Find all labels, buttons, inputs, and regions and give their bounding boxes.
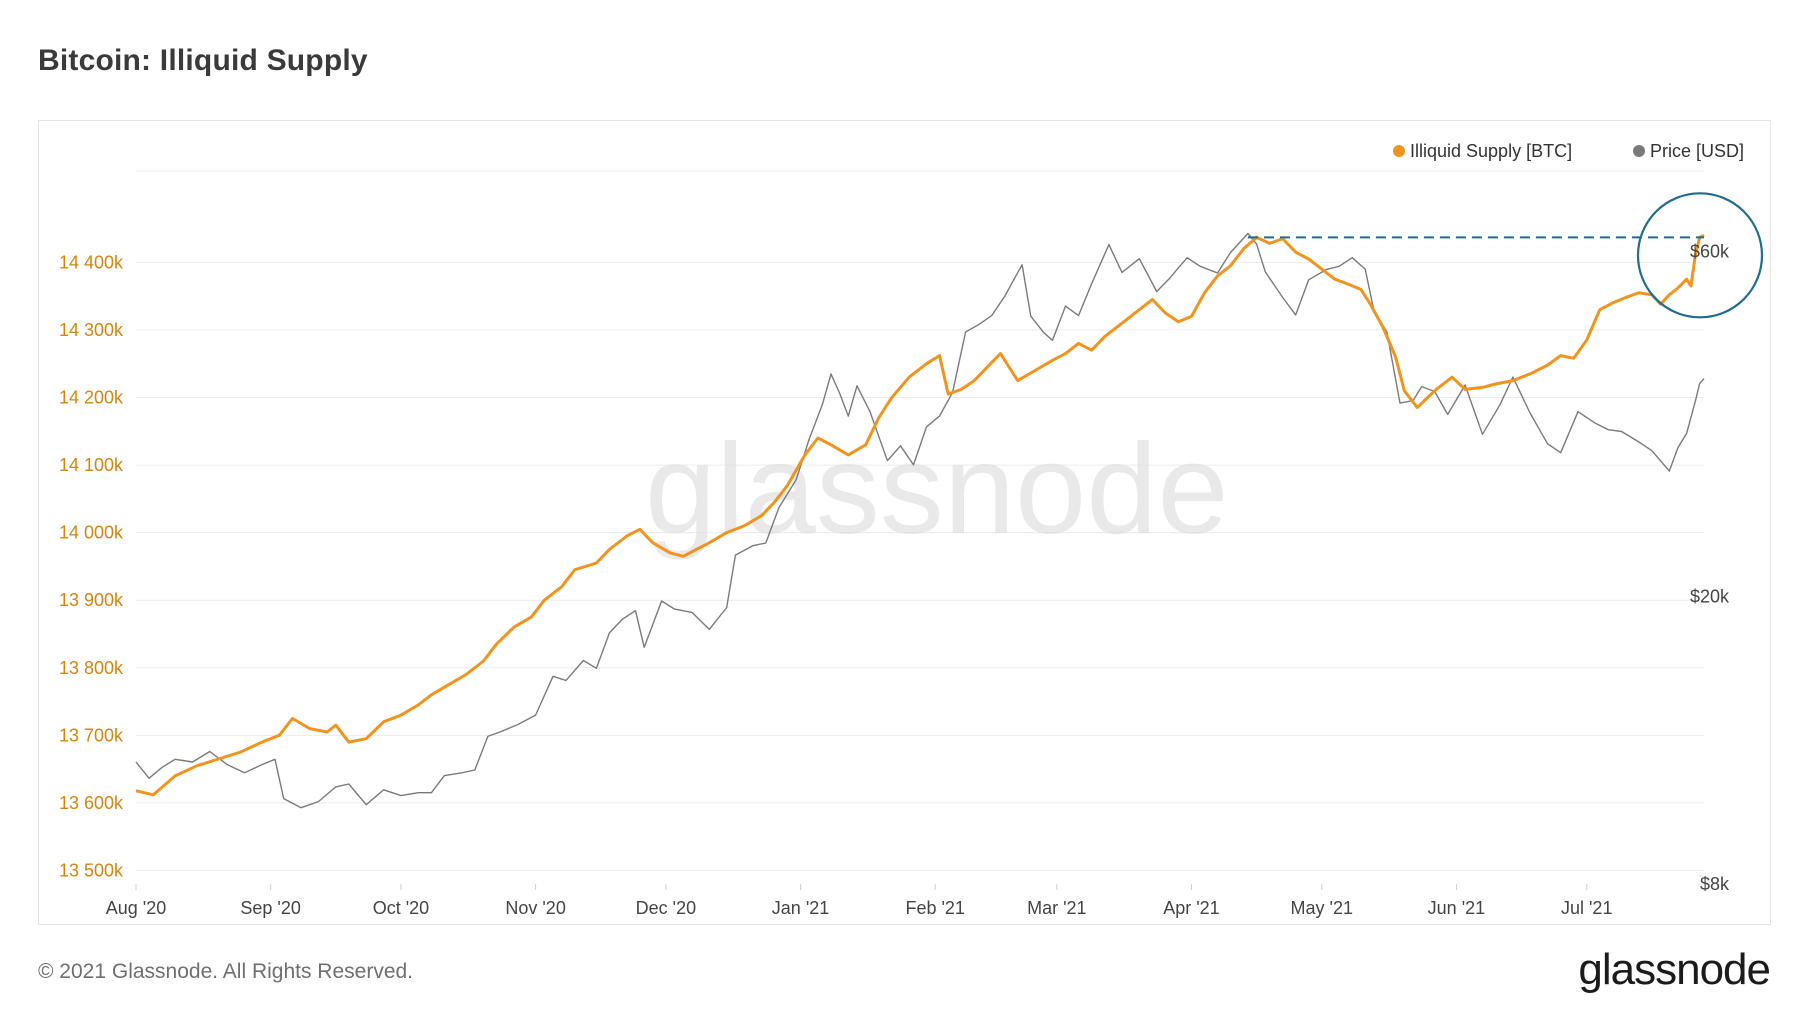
price-line bbox=[135, 232, 1705, 809]
legend-label-price: Price [USD] bbox=[1650, 141, 1744, 161]
x-axis-tick-label: Jul '21 bbox=[1561, 898, 1612, 918]
x-axis-tick-label: Mar '21 bbox=[1027, 898, 1086, 918]
left-axis-tick-label: 13 500k bbox=[59, 860, 124, 880]
left-axis: 13 500k 13 600k 13 700k 13 800k 13 900k 14 00… bbox=[59, 252, 124, 880]
price-series bbox=[135, 232, 1705, 809]
page-title: Bitcoin: Illiquid Supply bbox=[38, 44, 368, 77]
right-axis-tick-label: $8k bbox=[1700, 874, 1730, 894]
illiquid-supply-line bbox=[135, 233, 1705, 797]
legend-dot-illiquid-supply bbox=[1393, 145, 1405, 157]
x-axis-tick-label: Oct '20 bbox=[373, 898, 429, 918]
watermark: glassnode bbox=[645, 418, 1229, 561]
legend-label-illiquid-supply: Illiquid Supply [BTC] bbox=[1410, 141, 1572, 161]
legend: Illiquid Supply [BTC] Price [USD] bbox=[1393, 141, 1744, 161]
left-axis-tick-label: 13 700k bbox=[59, 725, 124, 745]
right-axis-tick-label: $20k bbox=[1690, 586, 1730, 606]
grid-lines bbox=[136, 170, 1704, 871]
legend-item-illiquid-supply[interactable]: Illiquid Supply [BTC] bbox=[1393, 141, 1572, 161]
left-axis-tick-label: 14 300k bbox=[59, 320, 124, 340]
illiquid-supply-series bbox=[135, 233, 1705, 797]
x-axis-tick-label: Nov '20 bbox=[505, 898, 565, 918]
x-axis-tick-label: Sep '20 bbox=[240, 898, 301, 918]
x-axis-tick-label: Jan '21 bbox=[772, 898, 829, 918]
annotations bbox=[1247, 192, 1764, 319]
left-axis-tick-label: 14 100k bbox=[59, 455, 124, 475]
annotation-circle bbox=[1636, 192, 1764, 319]
right-axis: $8k $20k $60k bbox=[1690, 241, 1730, 894]
x-axis-tick-label: Dec '20 bbox=[636, 898, 696, 918]
x-axis-tick-label: May '21 bbox=[1291, 898, 1353, 918]
legend-dot-price bbox=[1633, 145, 1645, 157]
x-axis-tick-label: Apr '21 bbox=[1163, 898, 1219, 918]
x-axis-tick-label: Jun '21 bbox=[1428, 898, 1485, 918]
x-axis: Aug '20 Sep '20 Oct '20 Nov '20 Dec '20 Jan '… bbox=[106, 884, 1612, 918]
footer-copyright: © 2021 Glassnode. All Rights Reserved. bbox=[38, 960, 414, 983]
left-axis-tick-label: 14 400k bbox=[59, 252, 124, 272]
left-axis-tick-label: 14 200k bbox=[59, 387, 124, 407]
left-axis-tick-label: 13 900k bbox=[59, 590, 124, 610]
legend-item-price[interactable]: Price [USD] bbox=[1633, 141, 1744, 161]
x-axis-tick-label: Feb '21 bbox=[905, 898, 964, 918]
left-axis-tick-label: 13 800k bbox=[59, 658, 124, 678]
right-axis-tick-label: $60k bbox=[1690, 241, 1730, 261]
left-axis-tick-label: 13 600k bbox=[59, 793, 124, 813]
x-axis-tick-label: Aug '20 bbox=[106, 898, 167, 918]
chart-container: glassnode 13 500k 13 600k 13 700k 13 800k 13… bbox=[38, 120, 1771, 925]
left-axis-tick-label: 14 000k bbox=[59, 523, 124, 543]
glassnode-logo[interactable]: glassnode bbox=[1578, 945, 1771, 994]
